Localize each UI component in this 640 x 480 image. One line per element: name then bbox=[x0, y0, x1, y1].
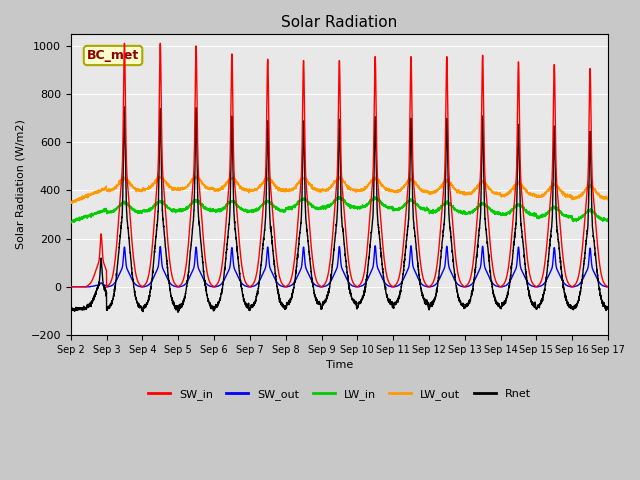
LW_out bbox=[68, 201, 76, 206]
SW_in bbox=[326, 259, 334, 264]
Line: LW_in: LW_in bbox=[71, 197, 608, 223]
LW_in bbox=[604, 219, 612, 225]
SW_out bbox=[247, 284, 255, 289]
LW_out bbox=[132, 186, 140, 192]
Rnet bbox=[440, 227, 447, 233]
LW_in bbox=[371, 194, 378, 200]
Text: BC_met: BC_met bbox=[87, 49, 139, 62]
SW_in bbox=[604, 284, 612, 289]
Legend: SW_in, SW_out, LW_in, LW_out, Rnet: SW_in, SW_out, LW_in, LW_out, Rnet bbox=[143, 385, 536, 405]
Rnet bbox=[326, 280, 334, 286]
SW_in bbox=[440, 192, 447, 197]
SW_out bbox=[371, 243, 379, 249]
Rnet bbox=[248, 302, 255, 308]
SW_out bbox=[67, 284, 75, 289]
Line: LW_out: LW_out bbox=[71, 176, 608, 204]
LW_out bbox=[67, 199, 75, 205]
LW_in bbox=[132, 208, 140, 214]
Rnet bbox=[67, 307, 75, 313]
LW_out bbox=[326, 185, 334, 191]
LW_out bbox=[440, 180, 447, 186]
SW_in bbox=[248, 283, 255, 288]
LW_out bbox=[193, 173, 200, 179]
SW_in bbox=[483, 191, 490, 196]
LW_in bbox=[440, 201, 447, 207]
Rnet bbox=[120, 104, 128, 110]
Rnet bbox=[132, 295, 140, 300]
SW_out bbox=[132, 282, 140, 288]
SW_in bbox=[124, 184, 132, 190]
SW_out bbox=[124, 267, 132, 273]
Y-axis label: Solar Radiation (W/m2): Solar Radiation (W/m2) bbox=[15, 120, 25, 250]
SW_out bbox=[440, 268, 447, 274]
Line: SW_in: SW_in bbox=[71, 43, 608, 287]
LW_in bbox=[124, 202, 132, 207]
LW_out bbox=[483, 182, 490, 188]
LW_out bbox=[124, 177, 132, 182]
LW_in bbox=[248, 208, 255, 214]
SW_in bbox=[132, 271, 140, 276]
Rnet bbox=[604, 304, 612, 310]
LW_in bbox=[67, 219, 75, 225]
Title: Solar Radiation: Solar Radiation bbox=[282, 15, 397, 30]
LW_out bbox=[248, 188, 255, 193]
Rnet bbox=[124, 225, 132, 231]
LW_out bbox=[604, 197, 612, 203]
Line: SW_out: SW_out bbox=[71, 246, 608, 287]
SW_out bbox=[604, 284, 612, 289]
SW_in bbox=[67, 284, 75, 289]
X-axis label: Time: Time bbox=[326, 360, 353, 370]
LW_in bbox=[68, 220, 76, 226]
SW_out bbox=[326, 279, 334, 285]
Line: Rnet: Rnet bbox=[71, 107, 608, 312]
LW_in bbox=[326, 203, 334, 209]
LW_in bbox=[483, 203, 490, 209]
Rnet bbox=[174, 310, 182, 315]
SW_in bbox=[120, 40, 128, 46]
Rnet bbox=[483, 229, 490, 235]
SW_out bbox=[483, 268, 490, 274]
